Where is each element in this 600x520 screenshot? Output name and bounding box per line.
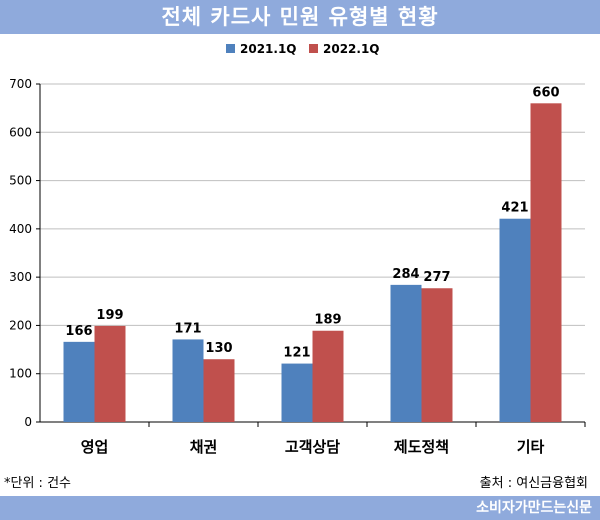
brand-label: 소비자가만드는신문 — [476, 500, 592, 516]
y-tick-label: 700 — [9, 77, 32, 91]
source-note: 출처 : 여신금융협회 — [479, 476, 588, 491]
category-label: 영업 — [81, 438, 109, 456]
bars — [63, 103, 562, 423]
y-tick-label: 600 — [9, 125, 32, 139]
data-label: 199 — [96, 308, 123, 323]
bar-1-1 — [63, 341, 95, 422]
data-label: 421 — [501, 201, 528, 216]
data-label: 189 — [314, 313, 341, 328]
data-label: 121 — [283, 346, 310, 361]
bar-2-1 — [94, 325, 126, 422]
y-tick-label: 0 — [24, 415, 32, 429]
gridlines — [40, 83, 585, 375]
chart-title: 전체 카드사 민원 유형별 현황 — [0, 0, 600, 34]
data-label: 130 — [205, 341, 232, 356]
bar-2-5 — [530, 103, 562, 423]
bar-1-5 — [499, 218, 531, 422]
data-label: 284 — [392, 267, 419, 282]
bar-1-2 — [172, 339, 204, 422]
category-label: 채권 — [190, 438, 218, 456]
bar-2-2 — [203, 359, 235, 422]
unit-note: *단위 : 건수 — [4, 476, 71, 491]
y-tick-label: 100 — [9, 367, 32, 381]
category-label: 기타 — [517, 438, 545, 456]
y-tick-label: 300 — [9, 270, 32, 284]
bar-1-3 — [281, 363, 313, 422]
category-label: 제도정책 — [394, 438, 449, 456]
bar-2-3 — [312, 330, 344, 422]
bar-1-4 — [390, 284, 422, 422]
legend-label: 2022.1Q — [323, 42, 380, 56]
bar-chart: 0 100 200 300 400 500 600 700 영업 채권 고객상담 제도정책 기타 166… — [9, 42, 586, 456]
legend: 2021.1Q 2022.1Q — [226, 42, 380, 56]
legend-label: 2021.1Q — [240, 42, 297, 56]
data-label: 277 — [423, 270, 450, 285]
bar-2-4 — [421, 288, 453, 422]
category-label: 고객상담 — [285, 438, 340, 456]
data-label: 660 — [532, 85, 559, 100]
axes: 0 100 200 300 400 500 600 700 영업 채권 고객상담 제도정책 기타 — [9, 77, 586, 456]
y-tick-label: 200 — [9, 318, 32, 332]
legend-swatch — [309, 44, 318, 53]
y-tick-label: 500 — [9, 174, 32, 188]
data-label: 171 — [174, 321, 201, 336]
footer-bar: 소비자가만드는신문 — [0, 496, 600, 520]
legend-swatch — [226, 44, 235, 53]
y-tick-label: 400 — [9, 222, 32, 236]
data-labels: 166 199 171 130 121 189 284 277 421 660 — [65, 85, 559, 360]
data-label: 166 — [65, 324, 92, 339]
